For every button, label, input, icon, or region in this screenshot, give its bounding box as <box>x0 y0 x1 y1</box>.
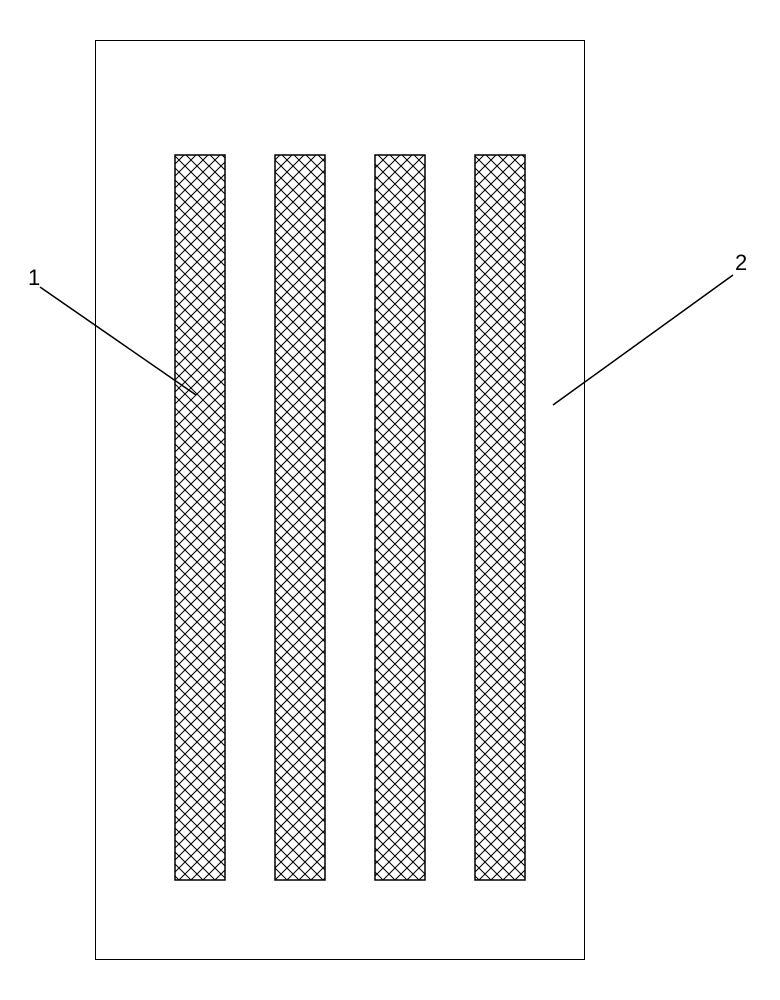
callout-label-1: 1 <box>28 265 40 291</box>
hatched-bar-4 <box>475 155 525 880</box>
diagram-container <box>95 40 585 960</box>
hatched-bar-3 <box>375 155 425 880</box>
callout-label-2: 2 <box>735 250 747 276</box>
diagram-svg <box>95 40 585 960</box>
hatched-bar-2 <box>275 155 325 880</box>
hatched-bar-1 <box>175 155 225 880</box>
